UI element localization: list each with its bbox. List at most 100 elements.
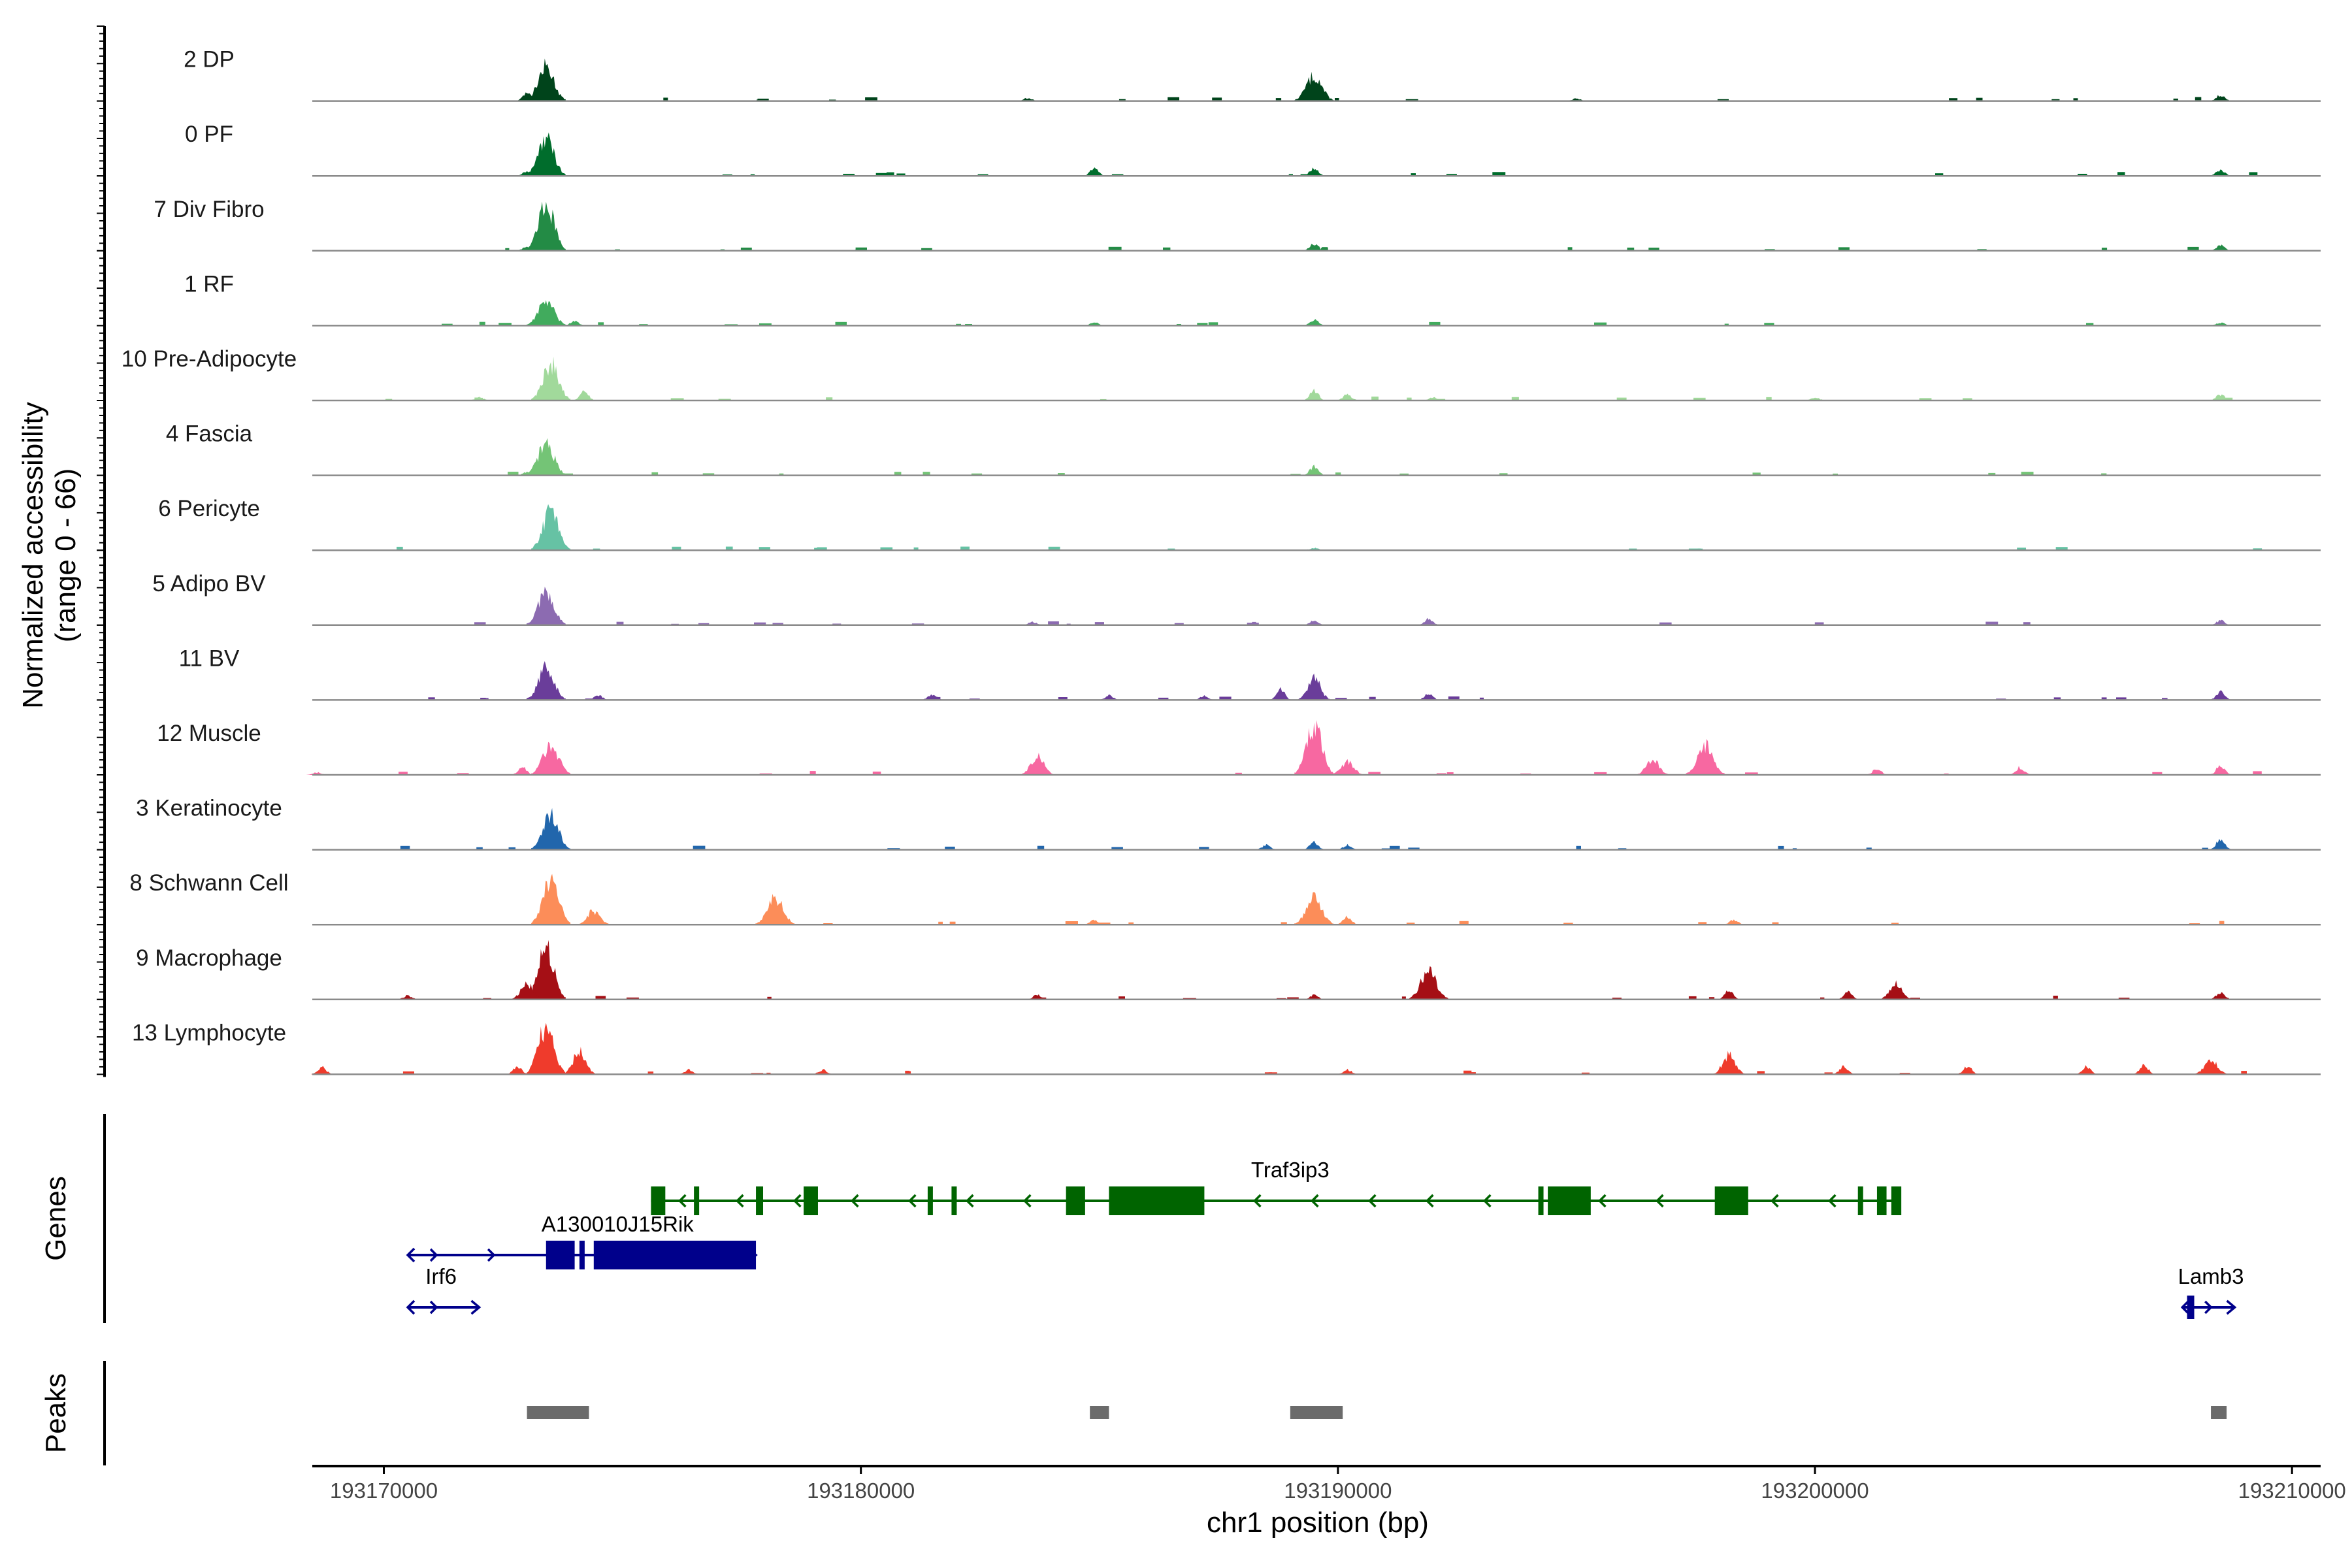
gene-strand-arrow <box>907 1194 917 1208</box>
coverage-noise <box>1335 698 1347 700</box>
gene-label: Traf3ip3 <box>1251 1158 1330 1182</box>
coverage-noise <box>698 623 710 625</box>
gene-strand-arrow <box>1022 1194 1032 1208</box>
gene-end-arrow <box>2226 1299 2237 1315</box>
coverage-noise <box>647 1071 654 1075</box>
coverage-noise <box>663 97 668 101</box>
coverage-noise <box>1471 1072 1476 1075</box>
coverage-noise <box>2162 698 2168 700</box>
coverage-peak <box>516 246 538 251</box>
gene-exon <box>1548 1186 1591 1215</box>
coverage-noise <box>2101 473 2107 476</box>
coverage-noise <box>670 398 684 400</box>
coverage-noise <box>1168 548 1175 551</box>
coverage-noise <box>702 473 715 476</box>
coverage-peak <box>512 767 533 775</box>
gene-end-arrow <box>470 1299 482 1315</box>
coverage-noise <box>1985 621 1999 625</box>
coverage-peak <box>588 695 610 700</box>
coverage-noise <box>1371 397 1379 400</box>
coverage-noise <box>1824 1072 1833 1075</box>
coverage-noise <box>960 546 970 551</box>
gene-exon <box>1538 1186 1544 1215</box>
coverage-noise <box>561 473 573 476</box>
coverage-peak <box>1294 71 1334 101</box>
coverage-track: 8 Schwann Cell <box>129 870 2321 926</box>
coverage-peak <box>2210 619 2231 625</box>
coverage-noise <box>555 921 561 925</box>
coverage-track: 13 Lymphocyte <box>132 1020 2321 1075</box>
coverage-noise <box>1407 397 1412 400</box>
track-label: 11 BV <box>179 645 240 671</box>
coverage-noise <box>1448 696 1460 700</box>
coverage-noise <box>855 247 867 251</box>
gene-strand-arrow <box>429 1300 438 1315</box>
coverage-noise <box>1772 922 1779 925</box>
coverage-peak <box>511 981 543 1000</box>
track-label: 8 Schwann Cell <box>129 870 288 896</box>
coverage-noise <box>1119 99 1126 101</box>
coverage-noise <box>2023 622 2031 625</box>
coverage-noise <box>1288 174 1293 176</box>
coverage-noise <box>1708 997 1715 1000</box>
coverage-noise <box>1616 397 1627 400</box>
coverage-peak <box>1021 753 1053 775</box>
coverage-noise <box>1499 473 1508 476</box>
coverage-noise <box>1058 473 1065 476</box>
coverage-noise <box>1717 99 1729 101</box>
coverage-noise <box>1048 621 1059 625</box>
coverage-peak <box>1084 167 1105 176</box>
coverage-noise <box>1300 174 1310 176</box>
coverage-peak <box>526 661 566 700</box>
coverage-noise <box>442 323 453 326</box>
y-axis-title: Normalized accessibility (range 0 - 66) <box>17 402 82 708</box>
coverage-noise <box>1369 696 1376 700</box>
coverage-noise <box>1629 548 1637 551</box>
gene-strand-arrow <box>1482 1194 1492 1208</box>
coverage-noise <box>1581 1072 1590 1075</box>
coverage-noise <box>2017 547 2026 551</box>
coverage-noise <box>1820 997 1825 1000</box>
coverage-peak <box>1294 892 1334 925</box>
coverage-noise <box>2253 771 2262 775</box>
coverage-peak <box>1833 1065 1854 1075</box>
coverage-peak <box>1409 966 1448 1000</box>
coverage-track: 4 Fascia <box>166 421 2321 476</box>
coverage-noise <box>1576 845 1581 850</box>
coverage-noise <box>1919 398 1932 400</box>
coverage-noise <box>865 97 877 101</box>
coverage-track: 5 Adipo BV <box>152 571 2321 627</box>
coverage-noise <box>1168 97 1179 101</box>
coverage-noise <box>1163 247 1171 251</box>
coverage-noise <box>1724 323 1729 326</box>
coverage-noise <box>505 248 510 251</box>
gene-strand-arrow <box>2204 1300 2213 1315</box>
coverage-noise <box>1048 546 1060 551</box>
gene-exon <box>694 1186 700 1215</box>
coverage-track: 7 Div Fibro <box>154 197 2321 252</box>
coverage-peak <box>2210 690 2231 700</box>
coverage-background <box>428 696 2168 700</box>
coverage-noise <box>1479 697 1484 700</box>
coverage-peak <box>1838 990 1859 1000</box>
coverage-noise <box>945 846 955 850</box>
coverage-noise <box>2101 248 2108 251</box>
coverage-noise <box>1891 923 1899 925</box>
coverage-noise <box>2117 172 2125 176</box>
coverage-peak <box>1303 465 1325 476</box>
coverage-noise <box>779 473 784 476</box>
coverage-peak <box>1337 843 1358 850</box>
gene-exon <box>1876 1186 1887 1215</box>
coverage-peak <box>1256 843 1277 850</box>
gene-strand-arrow <box>487 1248 496 1262</box>
coverage-peak <box>1303 621 1325 625</box>
coverage-peak <box>1303 994 1325 1000</box>
coverage-noise <box>1406 923 1415 925</box>
coverage-noise <box>759 323 772 326</box>
coverage-noise <box>651 472 659 476</box>
coverage-background <box>663 97 2202 101</box>
peak-region <box>1090 1406 1109 1419</box>
coverage-tracks: 2 DP 0 PF 7 Div Fibro 1 RF 10 Pre-Adipocyte 4… <box>122 47 2321 1075</box>
coverage-noise <box>1401 996 1406 1000</box>
coverage-noise <box>1976 97 1983 101</box>
